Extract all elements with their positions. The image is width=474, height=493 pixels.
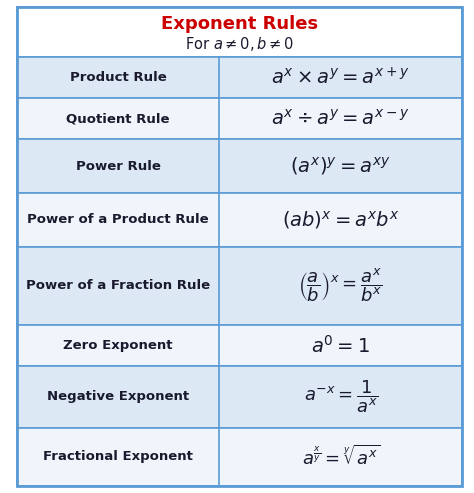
- Text: Power of a Product Rule: Power of a Product Rule: [27, 213, 209, 226]
- FancyBboxPatch shape: [17, 246, 462, 325]
- Text: Power Rule: Power Rule: [75, 160, 160, 173]
- FancyBboxPatch shape: [17, 57, 462, 98]
- FancyBboxPatch shape: [17, 428, 462, 486]
- Text: Zero Exponent: Zero Exponent: [63, 339, 173, 352]
- FancyBboxPatch shape: [17, 325, 462, 366]
- Text: Fractional Exponent: Fractional Exponent: [43, 450, 193, 463]
- FancyBboxPatch shape: [17, 98, 462, 140]
- Text: Exponent Rules: Exponent Rules: [161, 15, 318, 33]
- Text: $\left(a^x\right)^y = a^{xy}$: $\left(a^x\right)^y = a^{xy}$: [291, 155, 391, 177]
- Text: $a^{\frac{x}{y}} = \sqrt[y]{a^x}$: $a^{\frac{x}{y}} = \sqrt[y]{a^x}$: [301, 445, 380, 469]
- FancyBboxPatch shape: [17, 140, 462, 193]
- Text: $a^0 = 1$: $a^0 = 1$: [311, 334, 370, 356]
- Text: $\left(\dfrac{a}{b}\right)^x = \dfrac{a^x}{b^x}$: $\left(\dfrac{a}{b}\right)^x = \dfrac{a^…: [298, 267, 383, 305]
- FancyBboxPatch shape: [17, 366, 462, 428]
- Text: $\left(ab\right)^x = a^x b^x$: $\left(ab\right)^x = a^x b^x$: [282, 209, 400, 231]
- FancyBboxPatch shape: [17, 193, 462, 246]
- Text: Negative Exponent: Negative Exponent: [47, 390, 189, 403]
- Text: Power of a Fraction Rule: Power of a Fraction Rule: [26, 279, 210, 292]
- Text: $a^{-x} = \dfrac{1}{a^x}$: $a^{-x} = \dfrac{1}{a^x}$: [304, 379, 378, 415]
- Text: For $a \neq 0, b \neq 0$: For $a \neq 0, b \neq 0$: [185, 35, 294, 54]
- Text: Quotient Rule: Quotient Rule: [66, 112, 170, 125]
- Text: $a^x \times a^y = a^{x+y}$: $a^x \times a^y = a^{x+y}$: [272, 67, 410, 88]
- FancyBboxPatch shape: [17, 7, 462, 57]
- Text: $a^x \div a^y = a^{x-y}$: $a^x \div a^y = a^{x-y}$: [272, 108, 410, 129]
- Text: Product Rule: Product Rule: [70, 71, 166, 84]
